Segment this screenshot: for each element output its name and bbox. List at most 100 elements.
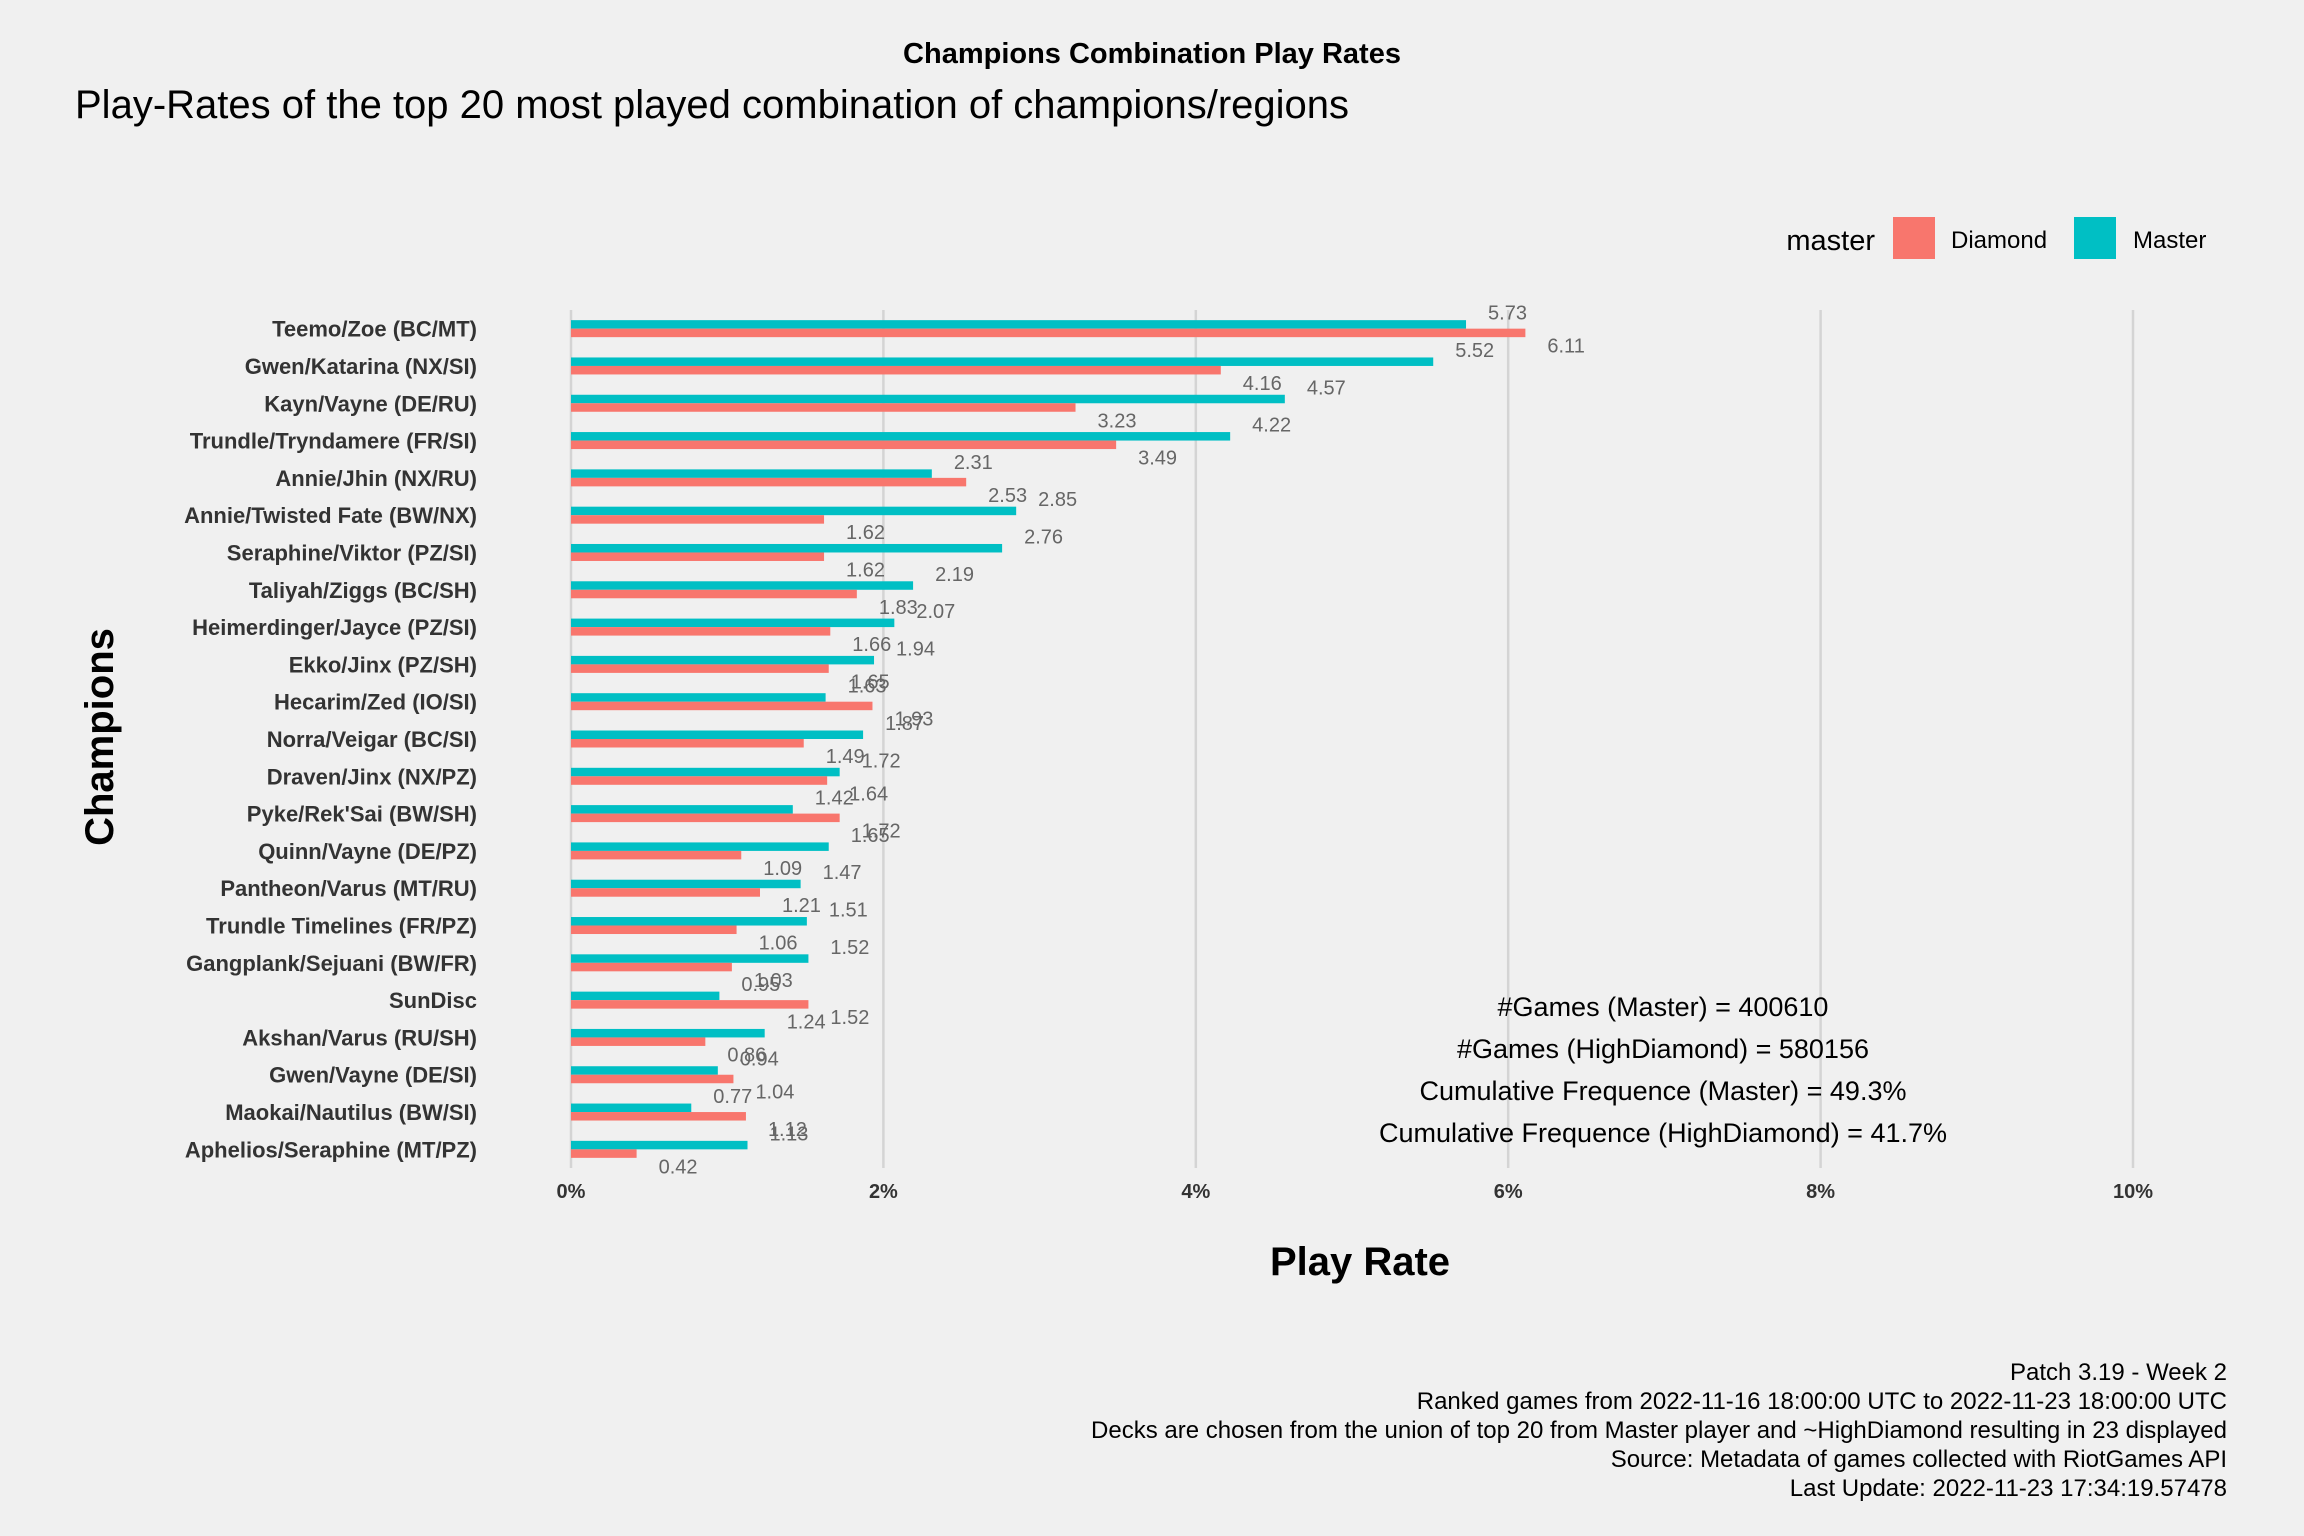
- value-label-master: 4.22: [1252, 415, 1291, 437]
- value-label-master: 1.42: [815, 788, 854, 810]
- bar-master: [571, 767, 840, 777]
- annotation-games-master: #Games (Master) = 400610: [1498, 992, 1829, 1022]
- value-label-master: 1.47: [823, 862, 862, 884]
- value-label-diamond: 1.62: [846, 559, 885, 581]
- caption-line: Ranked games from 2022-11-16 18:00:00 UT…: [1417, 1388, 2227, 1415]
- value-label-master: 5.73: [1488, 303, 1527, 325]
- value-label-diamond: 1.66: [852, 634, 891, 656]
- value-label-master: 0.95: [741, 974, 780, 996]
- value-label-diamond: 1.06: [759, 933, 798, 955]
- bar-master: [571, 357, 1434, 366]
- bar-master: [571, 581, 914, 590]
- bar-master: [571, 469, 932, 478]
- category-label: Pantheon/Varus (MT/RU): [220, 876, 477, 901]
- x-tick-label: 8%: [1806, 1181, 1835, 1203]
- category-label: Gangplank/Sejuani (BW/FR): [186, 951, 477, 976]
- x-tick-label: 10%: [2113, 1181, 2153, 1203]
- bar-diamond: [571, 888, 761, 897]
- bar-diamond: [571, 1149, 637, 1158]
- caption: Patch 3.19 - Week 2 Ranked games from 20…: [1091, 1359, 2227, 1502]
- bar-master: [571, 320, 1467, 329]
- bar-master: [571, 1066, 718, 1075]
- value-label-diamond: 4.16: [1243, 373, 1282, 395]
- value-label-master: 2.76: [1024, 526, 1063, 548]
- bar-diamond: [571, 328, 1526, 338]
- value-label-master: 2.19: [935, 564, 974, 586]
- category-label: Draven/Jinx (NX/PZ): [267, 764, 477, 789]
- value-label-diamond: 1.83: [879, 597, 918, 619]
- value-label-diamond: 1.65: [851, 671, 890, 693]
- value-label-diamond: 1.12: [768, 1119, 807, 1141]
- category-label: Seraphine/Viktor (PZ/SI): [227, 540, 477, 565]
- bar-diamond: [571, 365, 1221, 375]
- chart-subtitle: Play-Rates of the top 20 most played com…: [75, 83, 1349, 127]
- bar-master: [571, 954, 809, 963]
- bar-master: [571, 394, 1285, 404]
- bar-diamond: [571, 813, 840, 823]
- value-label-diamond: 1.49: [826, 746, 865, 768]
- bar-master: [571, 693, 826, 702]
- annotation-cumfreq-master: Cumulative Frequence (Master) = 49.3%: [1420, 1076, 1907, 1106]
- category-label: Trundle/Tryndamere (FR/SI): [190, 429, 477, 454]
- value-label-master: 1.87: [885, 713, 924, 735]
- bar-master: [571, 842, 829, 851]
- bar-master: [571, 1140, 748, 1150]
- value-label-master: 4.57: [1307, 377, 1346, 399]
- value-label-master: 1.65: [851, 825, 890, 847]
- value-label-diamond: 1.03: [754, 970, 793, 992]
- bar-master: [571, 805, 793, 814]
- bar-diamond: [571, 477, 967, 487]
- bar-diamond: [571, 589, 857, 599]
- value-label-master: 1.13: [770, 1123, 809, 1145]
- category-label: Kayn/Vayne (DE/RU): [264, 391, 477, 416]
- bar-master: [571, 543, 1003, 553]
- value-label-master: 0.77: [713, 1086, 752, 1108]
- category-label: SunDisc: [389, 988, 477, 1013]
- category-label: Pyke/Rek'Sai (BW/SH): [247, 802, 477, 827]
- value-label-diamond: 1.52: [830, 1007, 869, 1029]
- bar-master: [571, 1103, 692, 1113]
- bar-master: [571, 432, 1231, 441]
- bar-diamond: [571, 403, 1076, 412]
- caption-line: Decks are chosen from the union of top 2…: [1091, 1417, 2227, 1444]
- bar-master: [571, 506, 1017, 516]
- value-label-master: 1.72: [862, 750, 901, 772]
- caption-line: Patch 3.19 - Week 2: [2010, 1359, 2227, 1386]
- x-axis-ticks: 0% 2% 4% 6% 8% 10%: [557, 1181, 2154, 1203]
- value-label-master: 1.24: [787, 1011, 826, 1033]
- bar-diamond: [571, 850, 742, 860]
- gridlines: [569, 310, 2135, 1168]
- category-label: Annie/Twisted Fate (BW/NX): [184, 503, 477, 528]
- value-label-diamond: 2.53: [988, 485, 1027, 507]
- legend-swatch-diamond: [1893, 217, 1935, 259]
- category-label: Taliyah/Ziggs (BC/SH): [249, 578, 477, 603]
- chart-title: Champions Combination Play Rates: [903, 38, 1401, 70]
- bar-master: [571, 917, 807, 926]
- value-label-diamond: 6.11: [1547, 336, 1584, 358]
- caption-line: Last Update: 2022-11-23 17:34:19.57478: [1790, 1475, 2227, 1502]
- y-axis-title: Champions: [78, 628, 122, 846]
- category-label: Annie/Jhin (NX/RU): [275, 466, 477, 491]
- category-label: Trundle Timelines (FR/PZ): [206, 914, 477, 939]
- category-label: Quinn/Vayne (DE/PZ): [258, 839, 477, 864]
- value-label-diamond: 3.49: [1138, 448, 1177, 470]
- x-tick-label: 6%: [1494, 1181, 1523, 1203]
- value-label-master: 2.85: [1038, 489, 1077, 511]
- category-label: Teemo/Zoe (BC/MT): [272, 317, 477, 342]
- value-label-master: 2.07: [916, 601, 955, 623]
- value-label-master: 1.63: [848, 676, 887, 698]
- value-label-diamond: 1.72: [862, 821, 901, 843]
- value-label-diamond: 3.23: [1098, 410, 1137, 432]
- annotation-cumfreq-highdiamond: Cumulative Frequence (HighDiamond) = 41.…: [1379, 1118, 1947, 1148]
- value-label-diamond: 1.09: [763, 858, 802, 880]
- bar-diamond: [571, 515, 825, 524]
- bar-master: [571, 879, 801, 889]
- value-label-diamond: 0.42: [659, 1156, 698, 1178]
- category-label: Aphelios/Seraphine (MT/PZ): [185, 1137, 477, 1162]
- bar-master: [571, 991, 720, 1001]
- category-label: Heimerdinger/Jayce (PZ/SI): [192, 615, 477, 640]
- bar-diamond: [571, 739, 804, 748]
- bar-diamond: [571, 440, 1117, 450]
- value-label-diamond: 1.62: [846, 522, 885, 544]
